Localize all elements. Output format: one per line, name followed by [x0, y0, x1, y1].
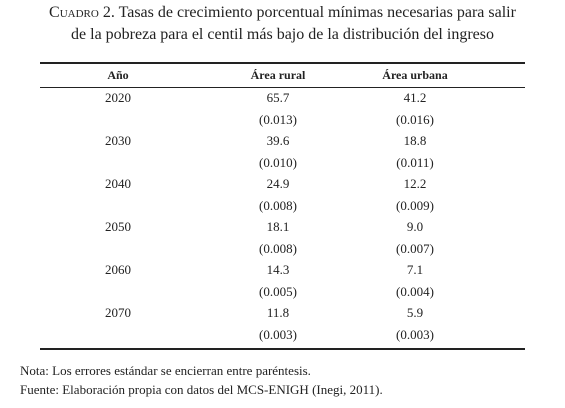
caption-line: Cuadro 2. Tasas de crecimiento porcentua…: [0, 5, 565, 21]
rural-se-cell: (0.003): [259, 326, 297, 342]
bottom-rule: [40, 348, 525, 350]
rural-se-cell: (0.008): [259, 197, 297, 213]
caption-text: de la pobreza para el centil más bajo de…: [71, 26, 494, 43]
urban-se-cell: (0.003): [396, 326, 434, 342]
urban-cell: 12.2: [403, 176, 427, 191]
urban-cell: 9.0: [406, 219, 424, 234]
rural-cell: 18.1: [266, 219, 290, 234]
rural-cell: 14.3: [266, 262, 290, 277]
urban-se-cell: (0.004): [396, 283, 434, 299]
rural-se-cell: (0.013): [259, 111, 297, 127]
year-cell: 2060: [105, 262, 131, 277]
column-header: Área rural: [250, 68, 306, 82]
column-header: Año: [107, 68, 129, 82]
urban-se-cell: (0.007): [396, 240, 434, 256]
urban-se-cell: (0.009): [396, 197, 434, 213]
rural-cell: 65.7: [266, 90, 290, 105]
year-cell: 2030: [105, 133, 131, 148]
top-rule: [40, 62, 525, 64]
urban-cell: 7.1: [406, 262, 424, 277]
year-cell: 2040: [105, 176, 131, 191]
note: Nota: Los errores estándar se encierran …: [20, 363, 311, 378]
header-rule: [40, 87, 525, 88]
caption-label: Cuadro 2.: [49, 4, 115, 21]
column-header: Área urbana: [382, 68, 448, 82]
year-cell: 2050: [105, 219, 131, 234]
rural-cell: 39.6: [266, 133, 290, 148]
urban-se-cell: (0.016): [396, 111, 434, 127]
urban-cell: 41.2: [403, 90, 427, 105]
rural-cell: 24.9: [266, 176, 290, 191]
urban-se-cell: (0.011): [396, 154, 434, 170]
rural-se-cell: (0.008): [259, 240, 297, 256]
rural-cell: 11.8: [266, 305, 290, 320]
year-cell: 2070: [105, 305, 131, 320]
urban-cell: 5.9: [406, 305, 424, 320]
rural-se-cell: (0.010): [259, 154, 297, 170]
source: Fuente: Elaboración propia con datos del…: [20, 382, 383, 397]
year-cell: 2020: [105, 90, 131, 105]
caption-text: Tasas de crecimiento porcentual mínimas …: [118, 4, 516, 21]
rural-se-cell: (0.005): [259, 283, 297, 299]
urban-cell: 18.8: [403, 133, 427, 148]
